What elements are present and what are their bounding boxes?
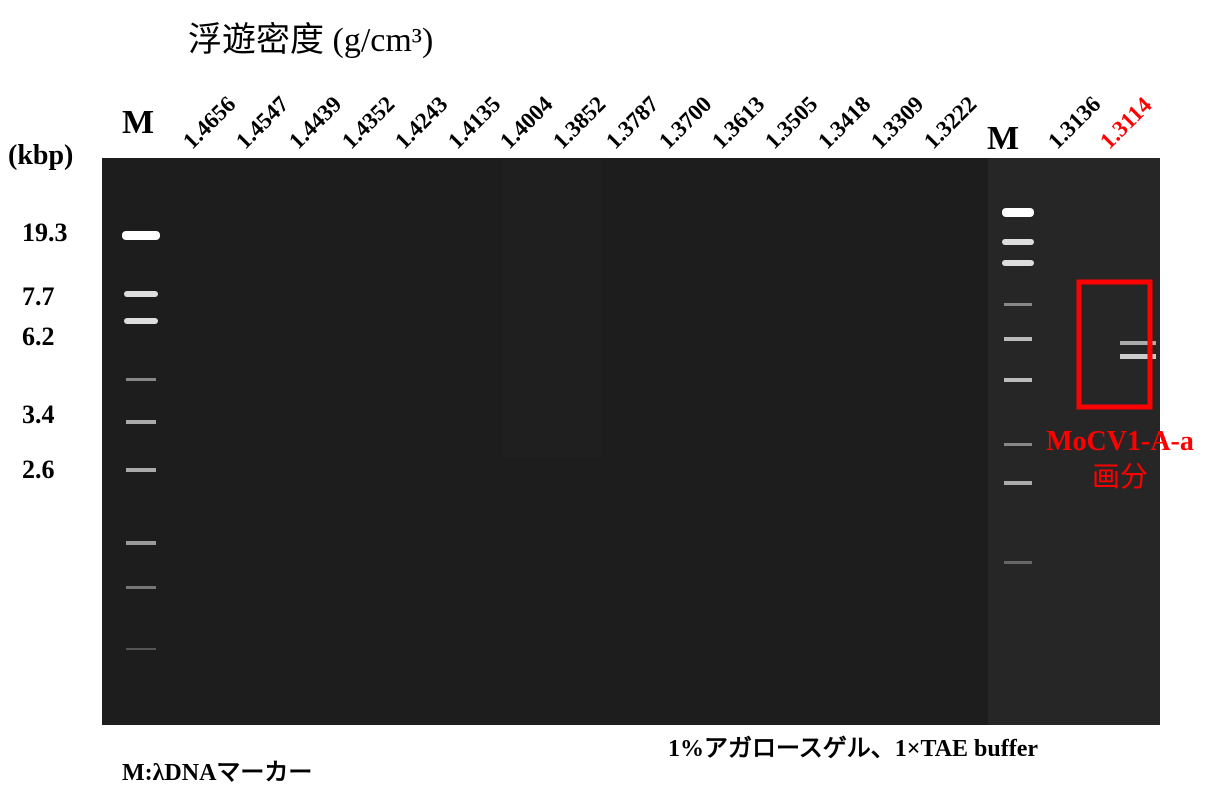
size-label: 6.2 (22, 322, 55, 352)
marker-label: M (987, 120, 1019, 158)
lane-label: 1.4135 (443, 92, 504, 153)
footer-right: 1%アガロースゲル、1×TAE buffer (668, 728, 1038, 763)
size-label: 2.6 (22, 455, 55, 485)
unit-label: (kbp) (8, 140, 73, 172)
size-label: 7.7 (22, 282, 55, 312)
size-label: 19.3 (22, 218, 68, 248)
lane-label: 1.4656 (179, 92, 240, 153)
lane-label: 1.3222 (919, 92, 980, 153)
lane-label: 1.3505 (761, 92, 822, 153)
annotation-line: 画分 (1030, 460, 1210, 496)
annotation: MoCV1-A-a 画分 (1030, 424, 1210, 497)
lane-label: 1.4547 (232, 92, 293, 153)
lane-label: 1.3787 (602, 92, 663, 153)
lane-label: 1.3700 (655, 92, 716, 153)
marker-label: M (122, 104, 154, 142)
lane-label: 1.4004 (496, 92, 557, 153)
lane-label: 1.3852 (549, 92, 610, 153)
lane-label: 1.3136 (1044, 92, 1105, 153)
gel-image (102, 158, 1160, 725)
title: 浮遊密度 (g/cm³) (188, 12, 433, 61)
size-label: 3.4 (22, 400, 55, 430)
lane-label: 1.3114 (1096, 93, 1156, 153)
lane-label: 1.4439 (285, 92, 346, 153)
annotation-line: MoCV1-A-a (1030, 424, 1210, 460)
lane-label: 1.4352 (337, 92, 398, 153)
lane-label: 1.3613 (708, 92, 769, 153)
lane-label: 1.3418 (814, 92, 875, 153)
figure: 浮遊密度 (g/cm³) M M (kbp) 19.3 7.7 6.2 3.4 … (0, 0, 1215, 798)
lane-label: 1.4243 (390, 92, 451, 153)
footer-left: M:λDNAマーカー (122, 752, 312, 787)
lane-label: 1.3309 (866, 92, 927, 153)
